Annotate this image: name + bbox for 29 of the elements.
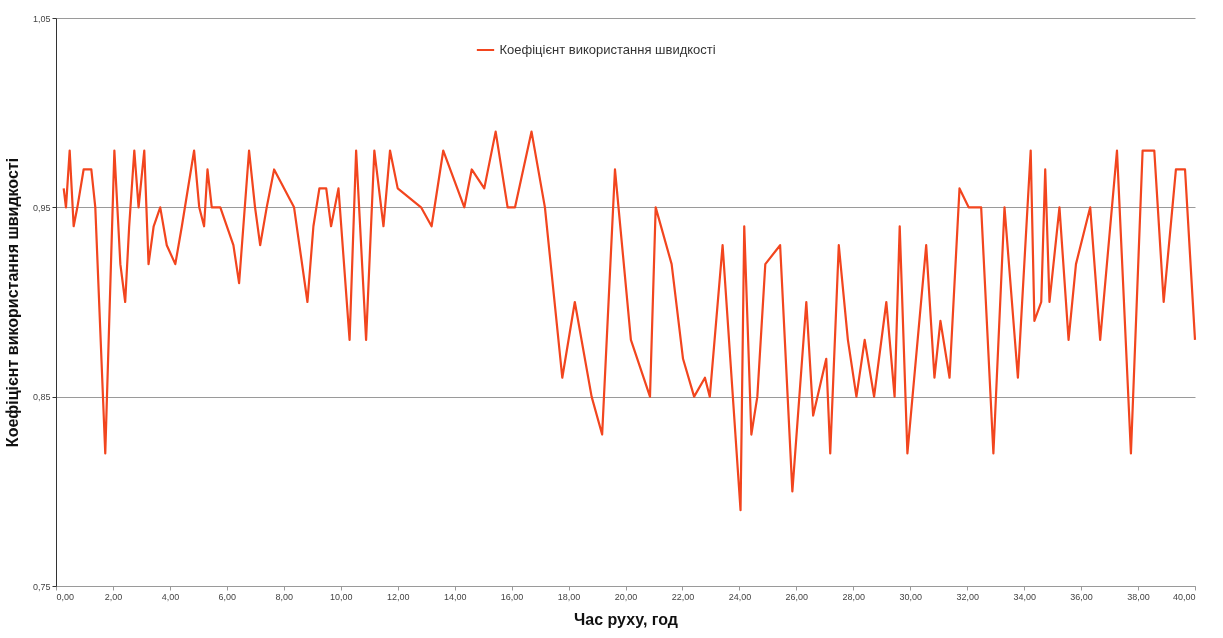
x-tick-label: 40,00 (1172, 591, 1196, 602)
y-tick-label: 0,95 (32, 202, 51, 213)
y-tick-label: 0,75 (32, 581, 51, 592)
x-tick-label: 14,00 (443, 591, 467, 602)
x-tick-label: 26,00 (785, 591, 809, 602)
x-tick-label: 24,00 (728, 591, 752, 602)
x-tick-label: 18,00 (557, 591, 581, 602)
x-tick-label: 22,00 (671, 591, 695, 602)
x-axis-title: Час руху, год (574, 610, 678, 628)
x-tick-label: 2,00 (104, 591, 123, 602)
x-tick-label: 6,00 (218, 591, 237, 602)
y-tick-label: 1,05 (32, 13, 51, 24)
x-tick-label: 12,00 (386, 591, 410, 602)
x-tick-label: 10,00 (329, 591, 353, 602)
x-tick-label: 4,00 (161, 591, 180, 602)
line-series (62, 130, 1197, 512)
x-tick-label: 16,00 (500, 591, 524, 602)
x-tick-label: 28,00 (842, 591, 866, 602)
legend-label: Коефіцієнт використання швидкості (499, 42, 716, 57)
y-axis-title: Коефіцієнт використання швидкості (3, 157, 21, 448)
x-tick-label: 0,00 (56, 591, 75, 602)
y-tick-label: 0,85 (32, 392, 51, 403)
x-tick-label: 30,00 (899, 591, 923, 602)
x-tick-label: 20,00 (614, 591, 638, 602)
x-tick-label: 34,00 (1013, 591, 1036, 602)
x-tick-label: 8,00 (275, 591, 294, 602)
x-tick-label: 38,00 (1127, 591, 1150, 602)
x-tick-label: 32,00 (956, 591, 979, 602)
x-tick-label: 36,00 (1070, 591, 1093, 602)
